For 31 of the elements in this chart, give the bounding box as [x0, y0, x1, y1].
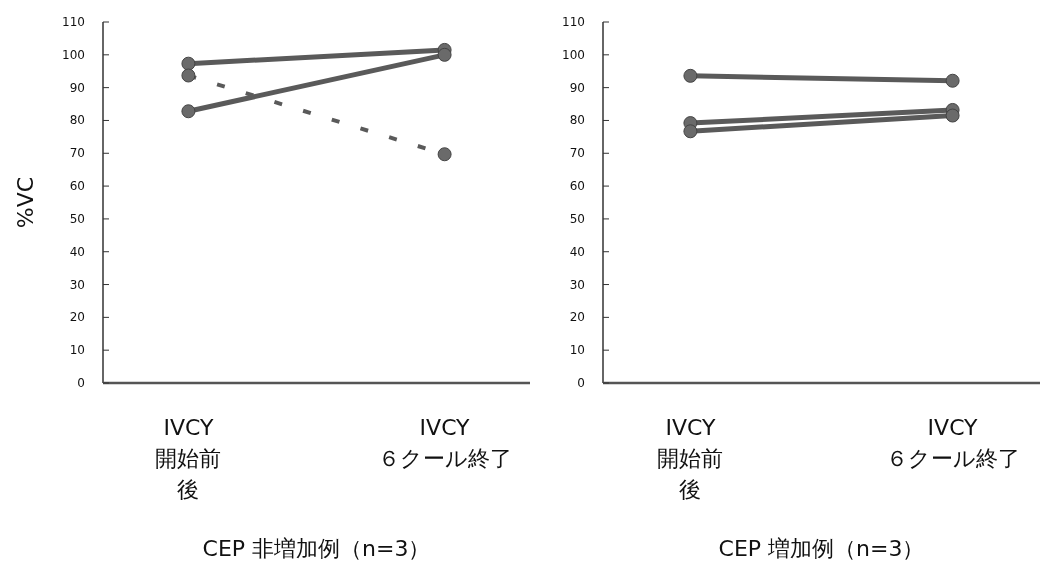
y-tick-label: 40	[569, 244, 585, 259]
y-axis-title: %VC	[13, 176, 38, 229]
y-tick-label: 90	[569, 80, 585, 95]
y-tick-label: 110	[562, 15, 585, 29]
y-tick-label: 20	[69, 310, 85, 325]
y-tick-label: 40	[69, 244, 85, 259]
y-tick-label: 10	[69, 343, 85, 358]
y-tick-label: 60	[69, 179, 85, 194]
x-tick-label: IVCY 開始前後	[657, 415, 724, 502]
y-tick-label: 20	[569, 310, 585, 325]
y-tick-label: 50	[569, 211, 585, 226]
y-tick-label: 70	[569, 146, 585, 161]
x-tick-label: IVCY ６クール終了	[377, 415, 512, 471]
y-tick-label: 50	[69, 211, 85, 226]
y-tick-label: 30	[69, 277, 85, 292]
y-tick-label: 80	[69, 113, 85, 128]
text: CEP 非増加例（n=3）	[202, 536, 431, 561]
y-tick-label: 10	[569, 343, 585, 358]
x-tick-label: IVCY 開始前後	[155, 415, 222, 502]
y-tick-label: 110	[62, 15, 85, 29]
y-tick-label: 60	[569, 179, 585, 194]
y-tick-label: 70	[69, 146, 85, 161]
y-tick-label: 0	[577, 376, 585, 390]
y-tick-label: 0	[77, 376, 85, 390]
text: CEP 増加例（n=3）	[718, 536, 925, 561]
y-tick-label: 80	[569, 113, 585, 128]
x-tick-label: IVCY ６クール終了	[885, 415, 1020, 471]
y-tick-label: 100	[62, 47, 85, 62]
y-tick-label: 90	[69, 80, 85, 95]
y-tick-label: 30	[569, 277, 585, 292]
y-tick-label: 100	[562, 47, 585, 62]
